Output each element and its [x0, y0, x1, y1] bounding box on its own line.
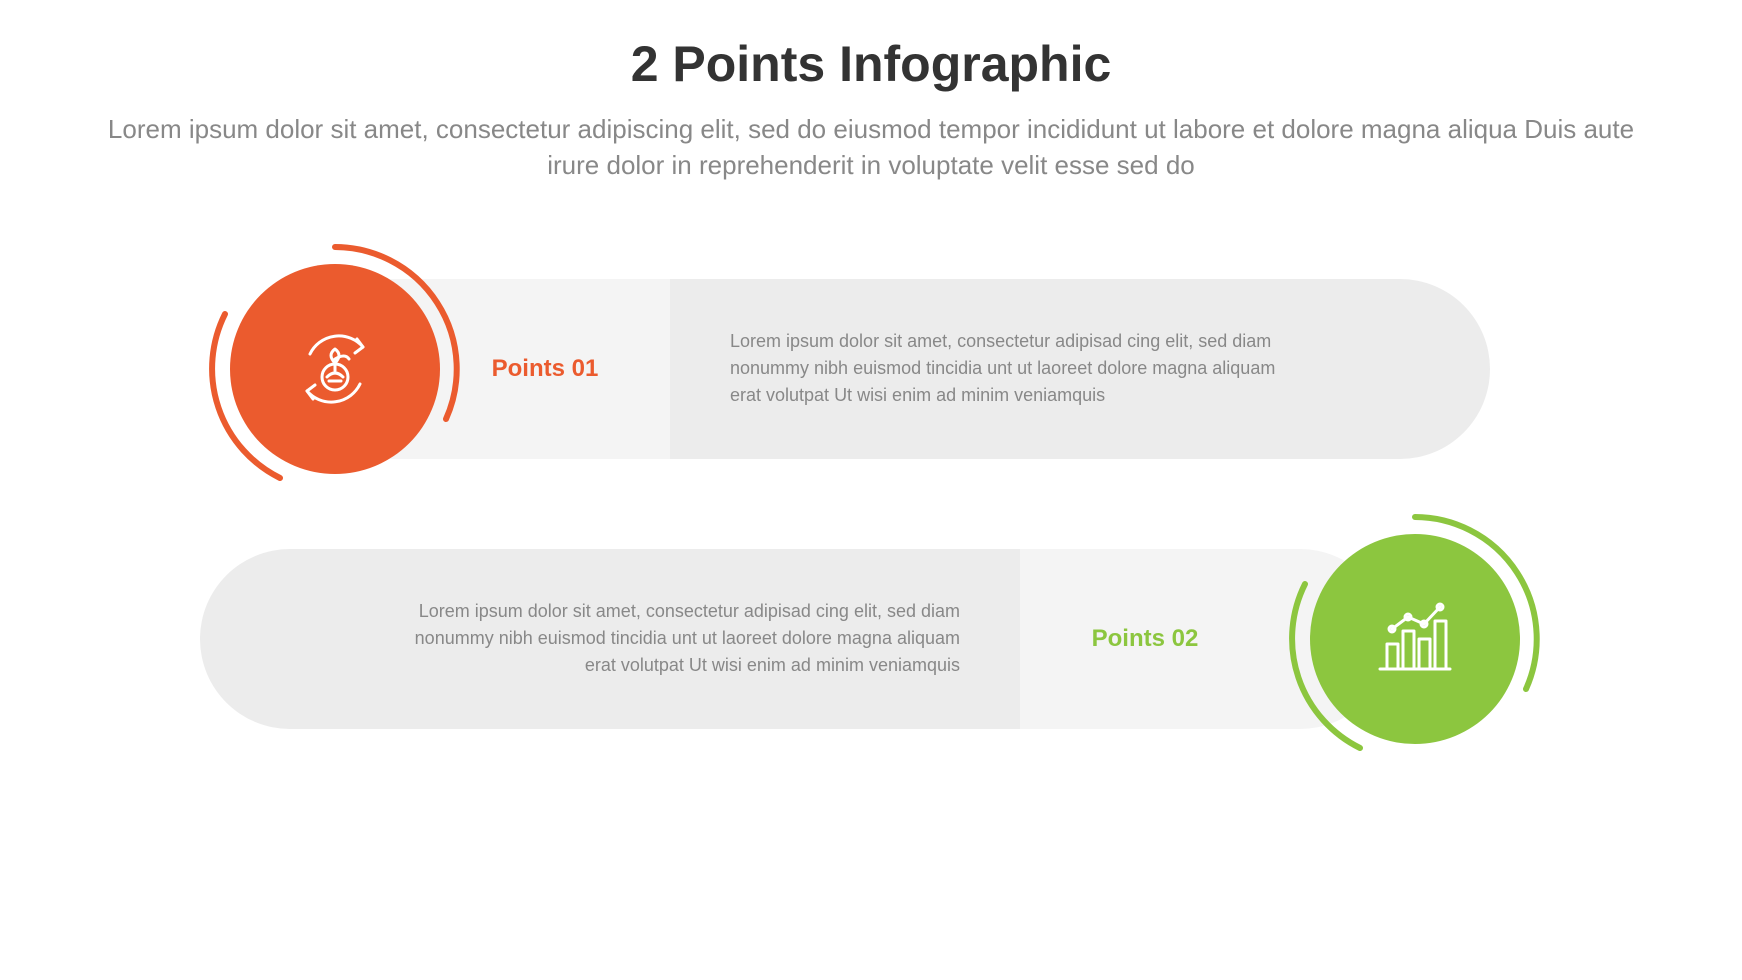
eco-cycle-icon — [285, 319, 385, 419]
point-circle-1 — [230, 264, 440, 474]
point-row-1: Points 01 Lorem ipsum dolor sit amet, co… — [0, 239, 1742, 499]
point-label-2: Points 02 — [1092, 625, 1199, 653]
point-body-section-1: Lorem ipsum dolor sit amet, consectetur … — [670, 279, 1490, 459]
page-title: 2 Points Infographic — [0, 35, 1742, 93]
point-pill-1: Points 01 Lorem ipsum dolor sit amet, co… — [300, 279, 1490, 459]
point-body-1: Lorem ipsum dolor sit amet, consectetur … — [730, 328, 1290, 409]
point-row-2: Lorem ipsum dolor sit amet, consectetur … — [0, 509, 1742, 769]
point-pill-2: Lorem ipsum dolor sit amet, consectetur … — [200, 549, 1390, 729]
point-label-1: Points 01 — [492, 355, 599, 383]
point-body-section-2: Lorem ipsum dolor sit amet, consectetur … — [200, 549, 1020, 729]
page-subtitle: Lorem ipsum dolor sit amet, consectetur … — [91, 111, 1651, 184]
point-body-2: Lorem ipsum dolor sit amet, consectetur … — [400, 598, 960, 679]
header: 2 Points Infographic Lorem ipsum dolor s… — [0, 0, 1742, 184]
infographic-container: Points 01 Lorem ipsum dolor sit amet, co… — [0, 239, 1742, 769]
bar-chart-icon — [1365, 589, 1465, 689]
point-circle-wrap-1 — [205, 239, 465, 499]
point-circle-wrap-2 — [1285, 509, 1545, 769]
point-circle-2 — [1310, 534, 1520, 744]
